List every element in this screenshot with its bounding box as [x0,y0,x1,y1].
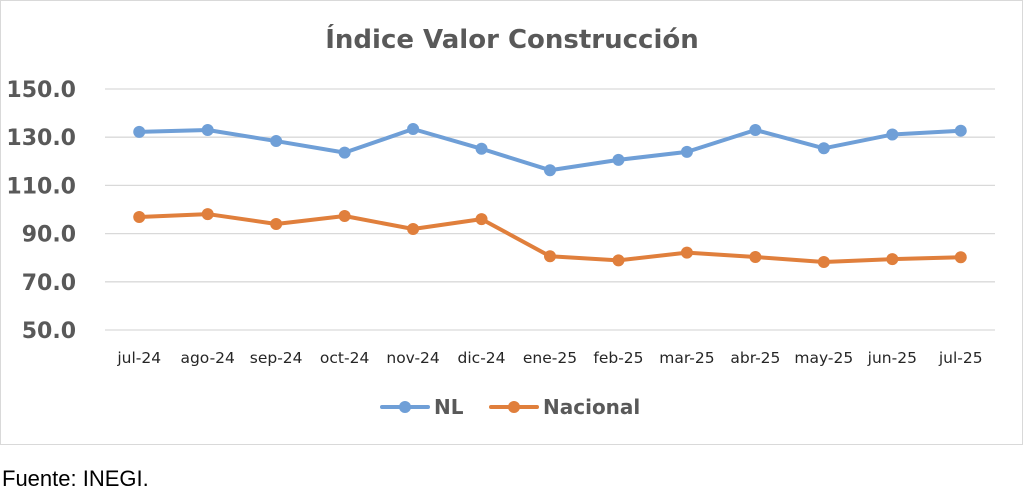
y-tick-label: 130.0 [6,126,76,151]
y-tick-label: 150.0 [6,78,76,103]
data-point-nl [338,146,351,159]
data-point-nl [133,125,146,138]
data-point-nacional [407,223,420,236]
legend-label-nl: NL [434,395,464,419]
data-point-nl [407,123,420,136]
series-line-nl [137,127,963,173]
x-tick-label: ene-25 [523,349,577,367]
y-axis-ticks: 150.0 130.0 110.0 90.0 70.0 50.0 [6,78,76,344]
x-tick-label: oct-24 [320,349,369,367]
data-point-nacional [612,254,625,267]
legend-dot-nl [399,401,411,413]
x-tick-label: abr-25 [730,349,780,367]
x-tick-label: jun-25 [867,349,917,367]
x-tick-label: jul-25 [938,349,983,367]
gridlines [105,88,995,331]
legend: NL Nacional [380,395,640,419]
data-point-nl [680,145,693,158]
source-note: Fuente: INEGI. [2,466,149,491]
data-point-nacional [749,250,762,263]
data-point-nl [270,135,283,148]
x-tick-label: dic-24 [458,349,506,367]
y-tick-label: 70.0 [22,271,76,296]
x-tick-label: ago-24 [180,349,234,367]
data-point-nacional [886,253,899,266]
x-tick-label: feb-25 [593,349,643,367]
data-point-nl [475,142,488,155]
y-tick-label: 90.0 [22,223,76,248]
legend-dot-nacional [508,401,520,413]
data-point-nacional [475,213,488,226]
x-tick-label: may-25 [794,349,853,367]
data-point-nl [544,164,556,177]
data-point-nl [612,153,625,166]
x-tick-label: nov-24 [386,349,439,367]
x-axis-ticks: jul-24 ago-24 sep-24 oct-24 nov-24 dic-24 ene-… [116,349,982,367]
legend-label-nacional: Nacional [543,395,640,419]
x-tick-label: mar-25 [659,349,714,367]
x-tick-label: sep-24 [250,349,303,367]
chart-title: Índice Valor Construcción [325,23,699,55]
data-point-nacional [954,251,967,264]
data-point-nacional [133,210,146,223]
data-point-nl [817,142,830,155]
data-point-nacional [338,210,351,223]
data-point-nl [886,128,899,141]
y-tick-label: 50.0 [22,319,76,344]
line-chart: Índice Valor Construcción 150.0 130.0 110.… [6,23,995,419]
data-point-nacional [270,217,283,230]
x-tick-label: jul-24 [116,349,161,367]
data-point-nl [954,124,967,137]
data-point-nl [201,123,214,136]
data-point-nacional [817,256,830,269]
series-lines [133,123,967,269]
chart-frame [0,0,1023,445]
y-tick-label: 110.0 [6,174,76,199]
data-point-nl [749,123,762,136]
data-point-nacional [201,208,214,221]
data-point-nacional [544,250,556,263]
data-point-nacional [680,246,693,259]
